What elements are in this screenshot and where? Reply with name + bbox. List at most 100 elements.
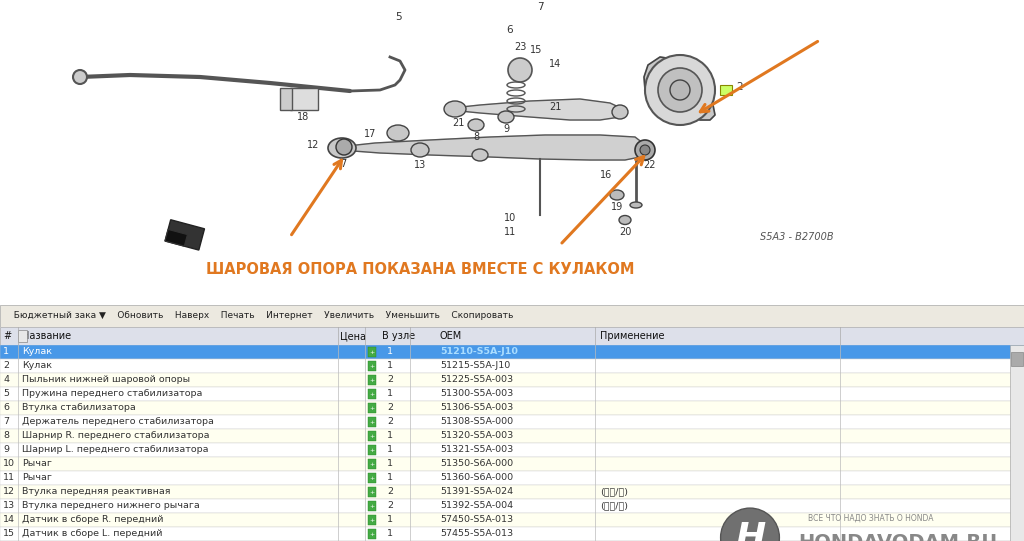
Text: 15: 15 xyxy=(3,530,15,538)
Text: +: + xyxy=(370,461,375,466)
Text: 5: 5 xyxy=(394,12,401,22)
Bar xyxy=(18,330,27,342)
Text: 9: 9 xyxy=(3,445,9,454)
Text: 12: 12 xyxy=(307,140,319,150)
Ellipse shape xyxy=(612,105,628,119)
Text: Втулка стабилизатора: Втулка стабилизатора xyxy=(22,404,136,412)
Text: 11: 11 xyxy=(3,473,15,483)
Text: 51391-S5A-024: 51391-S5A-024 xyxy=(440,487,513,497)
Text: 14: 14 xyxy=(3,516,15,525)
Text: HONDAVODAM.RU: HONDAVODAM.RU xyxy=(798,533,997,541)
Ellipse shape xyxy=(630,202,642,208)
Text: +: + xyxy=(370,476,375,480)
Text: +: + xyxy=(370,433,375,439)
Text: +: + xyxy=(370,447,375,452)
Text: +: + xyxy=(370,392,375,397)
Text: 23: 23 xyxy=(514,42,526,52)
Text: 2: 2 xyxy=(387,404,393,412)
Text: 1: 1 xyxy=(387,390,393,399)
Text: 19: 19 xyxy=(611,202,624,212)
Text: 1: 1 xyxy=(387,516,393,525)
Bar xyxy=(0,499,1024,513)
Circle shape xyxy=(721,508,779,541)
Bar xyxy=(368,515,376,525)
Text: +: + xyxy=(370,504,375,509)
Text: Пружина переднего стабилизатора: Пружина переднего стабилизатора xyxy=(22,390,203,399)
Ellipse shape xyxy=(411,143,429,157)
Bar xyxy=(0,457,1024,471)
Text: +: + xyxy=(370,349,375,354)
Text: 2: 2 xyxy=(387,418,393,426)
Ellipse shape xyxy=(328,138,356,158)
Ellipse shape xyxy=(444,101,466,117)
Text: +: + xyxy=(370,490,375,494)
Text: 9: 9 xyxy=(503,124,509,134)
Text: 14: 14 xyxy=(549,59,561,69)
Circle shape xyxy=(73,70,87,84)
Text: 8: 8 xyxy=(3,432,9,440)
Bar xyxy=(0,345,1024,359)
Circle shape xyxy=(635,140,655,160)
Text: 12: 12 xyxy=(3,487,15,497)
Text: 1: 1 xyxy=(3,347,9,357)
Circle shape xyxy=(670,80,690,100)
Bar xyxy=(290,88,318,110)
Text: Держатель переднего стабилизатора: Держатель переднего стабилизатора xyxy=(22,418,214,426)
Text: Рычаг: Рычаг xyxy=(22,459,52,469)
Bar xyxy=(0,401,1024,415)
Text: (ㅤㅤ/ㅤ): (ㅤㅤ/ㅤ) xyxy=(600,502,628,511)
Bar xyxy=(0,485,1024,499)
Text: 51392-S5A-004: 51392-S5A-004 xyxy=(440,502,513,511)
Text: 51308-S5A-000: 51308-S5A-000 xyxy=(440,418,513,426)
Text: 1: 1 xyxy=(387,361,393,371)
Ellipse shape xyxy=(387,125,409,141)
Bar xyxy=(368,417,376,427)
Text: +: + xyxy=(370,419,375,425)
Ellipse shape xyxy=(610,190,624,200)
Text: 17: 17 xyxy=(364,129,376,139)
Text: 6: 6 xyxy=(3,404,9,412)
Text: 4: 4 xyxy=(3,375,9,385)
Text: Цена: Цена xyxy=(340,331,366,341)
Text: #: # xyxy=(3,331,11,341)
Bar xyxy=(165,220,205,250)
Text: Шарнир R. переднего стабилизатора: Шарнир R. переднего стабилизатора xyxy=(22,432,210,440)
Text: 10: 10 xyxy=(504,213,516,223)
Text: 10: 10 xyxy=(3,459,15,469)
Bar xyxy=(0,415,1024,429)
Bar xyxy=(720,85,732,95)
Bar xyxy=(368,487,376,497)
Text: Пыльник нижней шаровой опоры: Пыльник нижней шаровой опоры xyxy=(22,375,190,385)
Text: 51300-S5A-003: 51300-S5A-003 xyxy=(440,390,513,399)
Text: Втулка переднего нижнего рычага: Втулка переднего нижнего рычага xyxy=(22,502,200,511)
Text: OEM: OEM xyxy=(440,331,462,341)
Bar xyxy=(0,527,1024,541)
Text: Шарнир L. переднего стабилизатора: Шарнир L. переднего стабилизатора xyxy=(22,445,209,454)
Bar xyxy=(165,229,187,246)
Text: Бюджетный зака ▼    Обновить    Наверх    Печать    Интернет    Увеличить    Уме: Бюджетный зака ▼ Обновить Наверх Печать … xyxy=(8,312,513,320)
Text: 51320-S5A-003: 51320-S5A-003 xyxy=(440,432,513,440)
Bar xyxy=(1010,345,1024,541)
Text: 2: 2 xyxy=(3,361,9,371)
Polygon shape xyxy=(338,135,648,160)
Text: +: + xyxy=(370,518,375,523)
Text: 13: 13 xyxy=(3,502,15,511)
Circle shape xyxy=(640,145,650,155)
Text: 18: 18 xyxy=(297,112,309,122)
Text: +: + xyxy=(370,364,375,368)
Ellipse shape xyxy=(618,215,631,225)
Bar xyxy=(368,389,376,399)
Bar xyxy=(0,443,1024,457)
Bar xyxy=(1011,352,1023,366)
Bar xyxy=(0,387,1024,401)
Ellipse shape xyxy=(468,119,484,131)
Text: 1: 1 xyxy=(387,530,393,538)
Text: 11: 11 xyxy=(504,227,516,237)
Text: 51321-S5A-003: 51321-S5A-003 xyxy=(440,445,513,454)
Text: 57450-S5A-013: 57450-S5A-013 xyxy=(440,516,513,525)
Bar xyxy=(368,501,376,511)
Text: 6: 6 xyxy=(507,25,513,35)
Text: В узле: В узле xyxy=(382,331,415,341)
Bar xyxy=(0,513,1024,527)
Text: 21: 21 xyxy=(549,102,561,112)
